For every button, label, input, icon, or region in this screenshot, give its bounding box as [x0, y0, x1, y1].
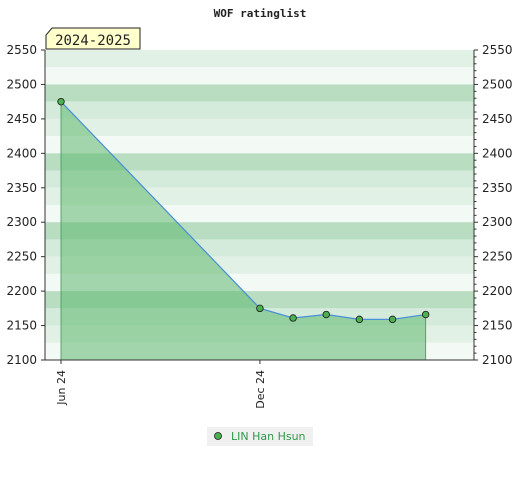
left-y-axis: 2100 2150 2200 2250 2300 2350 2400 2450 2500 2550 [6, 43, 46, 367]
data-point [57, 97, 65, 106]
x-tick-label: Dec 24 [254, 370, 267, 409]
background-band [45, 153, 474, 171]
y-tick-label-left: 2150 [6, 319, 37, 333]
legend-label: LIN Han Hsun [231, 430, 306, 443]
background-band [45, 170, 474, 188]
y-tick-label-right: 2550 [482, 43, 513, 57]
data-point [355, 315, 364, 324]
legend-marker [214, 432, 222, 440]
chart-title: WOF ratinglist [214, 7, 307, 20]
x-axis: Jun 24 Dec 24 [45, 359, 474, 409]
background-band [45, 136, 474, 154]
data-point [388, 315, 397, 324]
data-point [256, 304, 264, 313]
right-y-axis: 2100 2150 2200 2250 2300 2350 2400 2450 2500 2550 [473, 43, 513, 367]
period-label-box [45, 27, 141, 50]
y-tick-label-right: 2300 [482, 215, 513, 229]
y-tick-label-right: 2250 [482, 250, 513, 264]
y-tick-label-left: 2250 [6, 250, 37, 264]
y-tick-label-left: 2350 [6, 181, 37, 195]
period-label: 2024-2025 [45, 27, 141, 50]
y-tick-label-left: 2400 [6, 146, 37, 160]
y-tick-label-left: 2100 [6, 353, 37, 367]
background-band [45, 118, 474, 137]
y-tick-label-right: 2200 [482, 284, 513, 298]
y-tick-label-right: 2350 [482, 181, 513, 195]
y-tick-label-left: 2450 [6, 112, 37, 126]
y-tick-label-right: 2500 [482, 77, 513, 91]
legend-box [207, 427, 313, 446]
y-tick-label-left: 2200 [6, 284, 37, 298]
y-tick-label-right: 2450 [482, 112, 513, 126]
data-point [322, 310, 330, 319]
y-tick-label-left: 2550 [6, 43, 37, 57]
data-point [421, 310, 430, 319]
y-tick-label-left: 2300 [6, 215, 37, 229]
background-band [45, 67, 474, 85]
data-point [289, 314, 297, 322]
y-tick-label-left: 2500 [6, 77, 37, 91]
period-label-text: 2024-2025 [55, 33, 131, 49]
background-band [45, 50, 474, 68]
data-points [57, 97, 430, 324]
y-tick-label-right: 2150 [482, 319, 513, 333]
legend: LIN Han Hsun [207, 427, 313, 446]
y-tick-label-right: 2100 [482, 353, 513, 367]
background-band [45, 101, 474, 119]
x-tick-label: Jun 24 [55, 370, 68, 406]
background-band [45, 84, 474, 102]
y-tick-label-right: 2400 [482, 146, 513, 160]
